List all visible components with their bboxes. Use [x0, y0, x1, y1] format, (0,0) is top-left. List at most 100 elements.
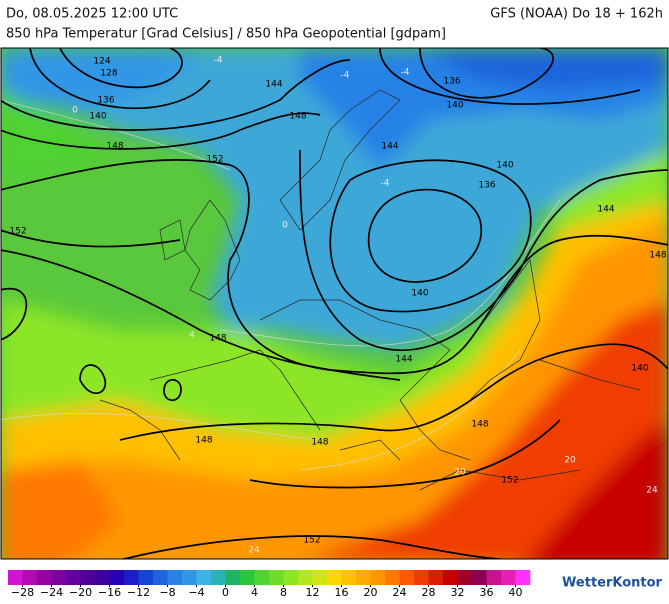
temperature-label: 4 [189, 331, 195, 341]
colorbar-swatch [414, 570, 429, 585]
colorbar-swatch [443, 570, 458, 585]
colorbar-swatch [356, 570, 371, 585]
contour-label: 148 [209, 334, 226, 344]
contour-label: 136 [97, 96, 114, 106]
temperature-label: 0 [72, 106, 78, 116]
contour-label: 136 [443, 77, 460, 87]
temperature-label: 24 [248, 546, 260, 556]
colorbar-swatch [327, 570, 342, 585]
colorbar-swatch [399, 570, 415, 585]
colorbar-swatch [138, 570, 154, 585]
temperature-label: 0 [282, 221, 288, 231]
colorbar-swatch [457, 570, 473, 585]
colorbar-swatch [124, 570, 139, 585]
colorbar-tick-label: 0 [222, 586, 229, 599]
colorbar-tick-label: −16 [98, 586, 121, 599]
colorbar-tick-label: −8 [159, 586, 175, 599]
colorbar-swatch [341, 570, 357, 585]
colorbar-swatch [240, 570, 255, 585]
contour-label: 140 [411, 289, 428, 299]
colorbar-swatch [225, 570, 241, 585]
colorbar-swatch [370, 570, 386, 585]
colorbar-swatch [428, 570, 444, 585]
colorbar-swatch [298, 570, 313, 585]
colorbar-swatch [385, 570, 400, 585]
contour-label: 140 [631, 364, 648, 374]
map [1, 48, 668, 559]
colorbar-tick-label: 40 [509, 586, 523, 599]
contour-label: 152 [303, 536, 320, 546]
temperature-label: -4 [214, 56, 223, 66]
contour-label: 148 [311, 438, 328, 448]
temperature-label: -4 [381, 179, 390, 189]
colorbar: −28 −24 −20 −16 −12 −8 −4 0 4 8 12 16 20 24 28 32 36 40 [8, 570, 531, 599]
colorbar-tick-label: 24 [393, 586, 407, 599]
header-model: GFS (NOAA) Do 18 + 162h [490, 7, 663, 22]
brand: WetterKontor [562, 576, 663, 591]
contour-label: 124 [93, 57, 110, 67]
colorbar-swatch [312, 570, 328, 585]
colorbar-tick-label: 16 [335, 586, 349, 599]
contour-label: 140 [89, 112, 106, 122]
contour-label: 148 [649, 251, 666, 261]
colorbar-tick-label: −24 [40, 586, 63, 599]
colorbar-swatch [95, 570, 110, 585]
colorbar-swatch [22, 570, 38, 585]
colorbar-swatch [66, 570, 81, 585]
colorbar-tick-label: 32 [451, 586, 465, 599]
contour-label: 152 [9, 227, 26, 237]
colorbar-swatch [167, 570, 183, 585]
colorbar-tick-label: 20 [364, 586, 378, 599]
colorbar-swatch [486, 570, 502, 585]
temperature-label: 20 [564, 456, 576, 466]
geopotential-labels: 124 128 136 140 144 148 152 148 152 140 … [9, 57, 666, 546]
colorbar-tick-label: 36 [480, 586, 494, 599]
colorbar-swatch [153, 570, 168, 585]
colorbar-tick-label: −20 [69, 586, 92, 599]
contour-label: 136 [478, 181, 495, 191]
contour-label: 148 [289, 112, 306, 122]
colorbar-tick-label: 12 [306, 586, 320, 599]
colorbar-swatch [8, 570, 23, 585]
temperature-labels: -4 -4 -4 0 4 0 -4 20 24 24 20 [72, 56, 658, 556]
contour-label: 148 [195, 436, 212, 446]
colorbar-swatch [283, 570, 299, 585]
colorbar-swatch [37, 570, 52, 585]
contour-label: 144 [265, 80, 282, 90]
contour-label: 148 [106, 142, 123, 152]
map-frame [0, 47, 669, 560]
contour-label: 152 [501, 476, 518, 486]
colorbar-swatch [196, 570, 212, 585]
colorbar-swatch [501, 570, 516, 585]
colorbar-tick-label: −12 [127, 586, 150, 599]
temperature-label: 24 [646, 486, 658, 496]
contour-label: 148 [471, 420, 488, 430]
contour-label: 140 [496, 161, 513, 171]
contour-label: 128 [100, 69, 117, 79]
colorbar-swatch [109, 570, 125, 585]
colorbar-swatch [51, 570, 67, 585]
header-date: Do, 08.05.2025 12:00 UTC [6, 7, 178, 22]
temperature-label: -4 [401, 68, 410, 78]
colorbar-tick-label: 4 [251, 586, 258, 599]
temperature-label: -4 [341, 71, 350, 81]
colorbar-tick-label: 8 [280, 586, 287, 599]
contour-label: 144 [597, 205, 614, 215]
colorbar-swatch [515, 570, 531, 585]
colorbar-tick-label: −28 [11, 586, 34, 599]
colorbar-swatch [211, 570, 226, 585]
colorbar-swatch [254, 570, 270, 585]
colorbar-swatch [269, 570, 284, 585]
contour-label: 144 [381, 142, 398, 152]
colorbar-swatch [472, 570, 487, 585]
colorbar-swatch [80, 570, 96, 585]
header-subtitle: 850 hPa Temperatur [Grad Celsius] / 850 … [6, 27, 446, 42]
colorbar-tick-label: 28 [422, 586, 436, 599]
colorbar-swatch [182, 570, 197, 585]
contour-label: 144 [395, 355, 412, 365]
colorbar-tick-label: −4 [188, 586, 204, 599]
contour-label: 140 [446, 101, 463, 111]
temperature-label: 20 [454, 468, 466, 478]
contour-label: 152 [206, 155, 223, 165]
